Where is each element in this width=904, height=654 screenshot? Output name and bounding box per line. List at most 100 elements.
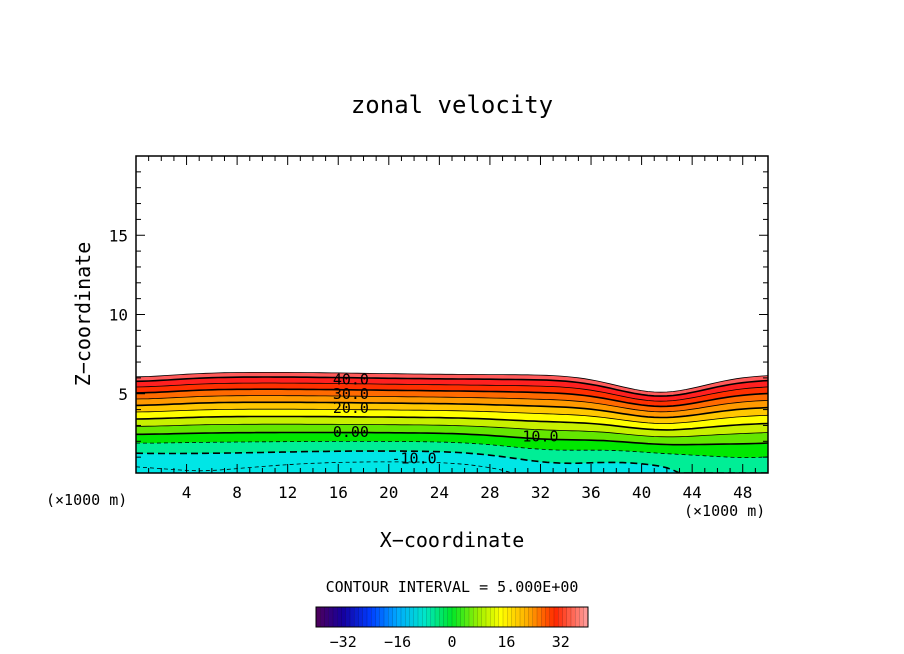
x-tick-label: 36 (581, 483, 600, 502)
colorbar-cell (443, 607, 448, 627)
colorbar-cell (426, 607, 431, 627)
colorbar-tick-labels: −32 −16 0 16 32 (330, 633, 570, 651)
colorbar-cell (439, 607, 444, 627)
colorbar-cell (413, 607, 419, 627)
colorbar-cell (456, 607, 461, 627)
colorbar-cell (469, 607, 474, 627)
colorbar-tick-label: −16 (384, 633, 411, 651)
colorbar-cell (350, 607, 355, 627)
y-tick-label: 15 (109, 226, 128, 245)
colorbar-cell (324, 607, 329, 627)
contour-line--5 (136, 441, 768, 458)
colorbar-frame (315, 606, 589, 628)
colorbar-cell (320, 607, 325, 627)
colorbar-cell (575, 607, 580, 627)
contour-line-30 (136, 388, 768, 408)
colorbar-cell (524, 607, 529, 627)
colorbar-cell (481, 607, 487, 627)
x-tick-label: 20 (379, 483, 398, 502)
colorbar-cell (554, 607, 559, 627)
colorbar-cell (477, 607, 482, 627)
colorbar-cell (337, 607, 342, 627)
colorbar-cell (579, 607, 584, 627)
x-tick-label: 16 (329, 483, 348, 502)
contour-label: 40.0 (333, 370, 369, 388)
colorbar-cell (371, 607, 376, 627)
colorbar-cell (367, 607, 372, 627)
contour-fills (136, 156, 768, 473)
colorbar-cell (545, 607, 550, 627)
chart-title: zonal velocity (351, 91, 553, 119)
y-tick-label: 5 (118, 385, 128, 404)
colorbar-cell (409, 607, 414, 627)
colorbar-cell (494, 607, 499, 627)
x-tick-label: 40 (632, 483, 651, 502)
colorbar-cell (498, 607, 504, 627)
contour-line-20 (136, 401, 768, 419)
y-axis-ticks: 5 10 15 (109, 171, 768, 458)
colorbar-cell (396, 607, 402, 627)
colorbar-cell (358, 607, 363, 627)
contour-label: -10.0 (392, 450, 437, 468)
colorbar-cell (486, 607, 491, 627)
colorbar-cell (422, 607, 427, 627)
colorbar (315, 606, 589, 628)
x-tick-label: 28 (480, 483, 499, 502)
colorbar-cell (316, 607, 321, 627)
colorbar-cell (571, 607, 576, 627)
colorbar-tick-label: 32 (552, 633, 570, 651)
colorbar-cell (328, 607, 334, 627)
contour-line--15 (136, 461, 768, 473)
colorbar-cell (490, 607, 495, 627)
contour-label: 20.0 (333, 399, 369, 417)
x-tick-label: 48 (733, 483, 752, 502)
contour-line-40 (136, 376, 768, 397)
contour-line--10 (136, 450, 768, 473)
contour-line-25 (136, 395, 768, 413)
colorbar-cell (537, 607, 542, 627)
contour-lines (136, 372, 768, 473)
colorbar-cell (333, 607, 338, 627)
contour-line-10 (136, 415, 768, 431)
x-tick-label: 32 (531, 483, 550, 502)
colorbar-cell (460, 607, 465, 627)
colorbar-cell (562, 607, 567, 627)
colorbar-cell (532, 607, 538, 627)
contour-line-0 (136, 431, 768, 446)
colorbar-cell (430, 607, 436, 627)
colorbar-cell (379, 607, 385, 627)
colorbar-cell (583, 607, 589, 627)
contour-line-15 (136, 408, 768, 424)
x-tick-label: 8 (232, 483, 242, 502)
colorbar-tick-label: −32 (330, 633, 357, 651)
x-tick-label: 4 (182, 483, 192, 502)
colorbar-cell (418, 607, 423, 627)
colorbar-cell (405, 607, 410, 627)
colorbar-cell (375, 607, 380, 627)
colorbar-cell (401, 607, 406, 627)
x-axis-ticks: 4 8 12 16 20 24 28 32 36 40 44 48 (148, 156, 756, 502)
x-unit-right: (×1000 m) (684, 502, 765, 520)
x-tick-label: 12 (278, 483, 297, 502)
colorbar-cell (528, 607, 533, 627)
colorbar-cell (464, 607, 470, 627)
colorbar-cell (549, 607, 555, 627)
contour-line-5 (136, 423, 768, 438)
contour-interval-text: CONTOUR INTERVAL = 5.000E+00 (326, 578, 579, 596)
colorbar-tick-label: 0 (447, 633, 456, 651)
colorbar-cell (362, 607, 368, 627)
y-tick-label: 10 (109, 306, 128, 325)
colorbar-cell (384, 607, 389, 627)
colorbar-cell (354, 607, 359, 627)
colorbar-cell (392, 607, 397, 627)
colorbar-cell (435, 607, 440, 627)
colorbar-cell (473, 607, 478, 627)
colorbar-cell (511, 607, 516, 627)
colorbar-cell (541, 607, 546, 627)
colorbar-cell (507, 607, 512, 627)
x-tick-label: 44 (683, 483, 702, 502)
colorbar-cell (566, 607, 572, 627)
contour-label: 30.0 (333, 385, 369, 403)
colorbar-cell (388, 607, 393, 627)
